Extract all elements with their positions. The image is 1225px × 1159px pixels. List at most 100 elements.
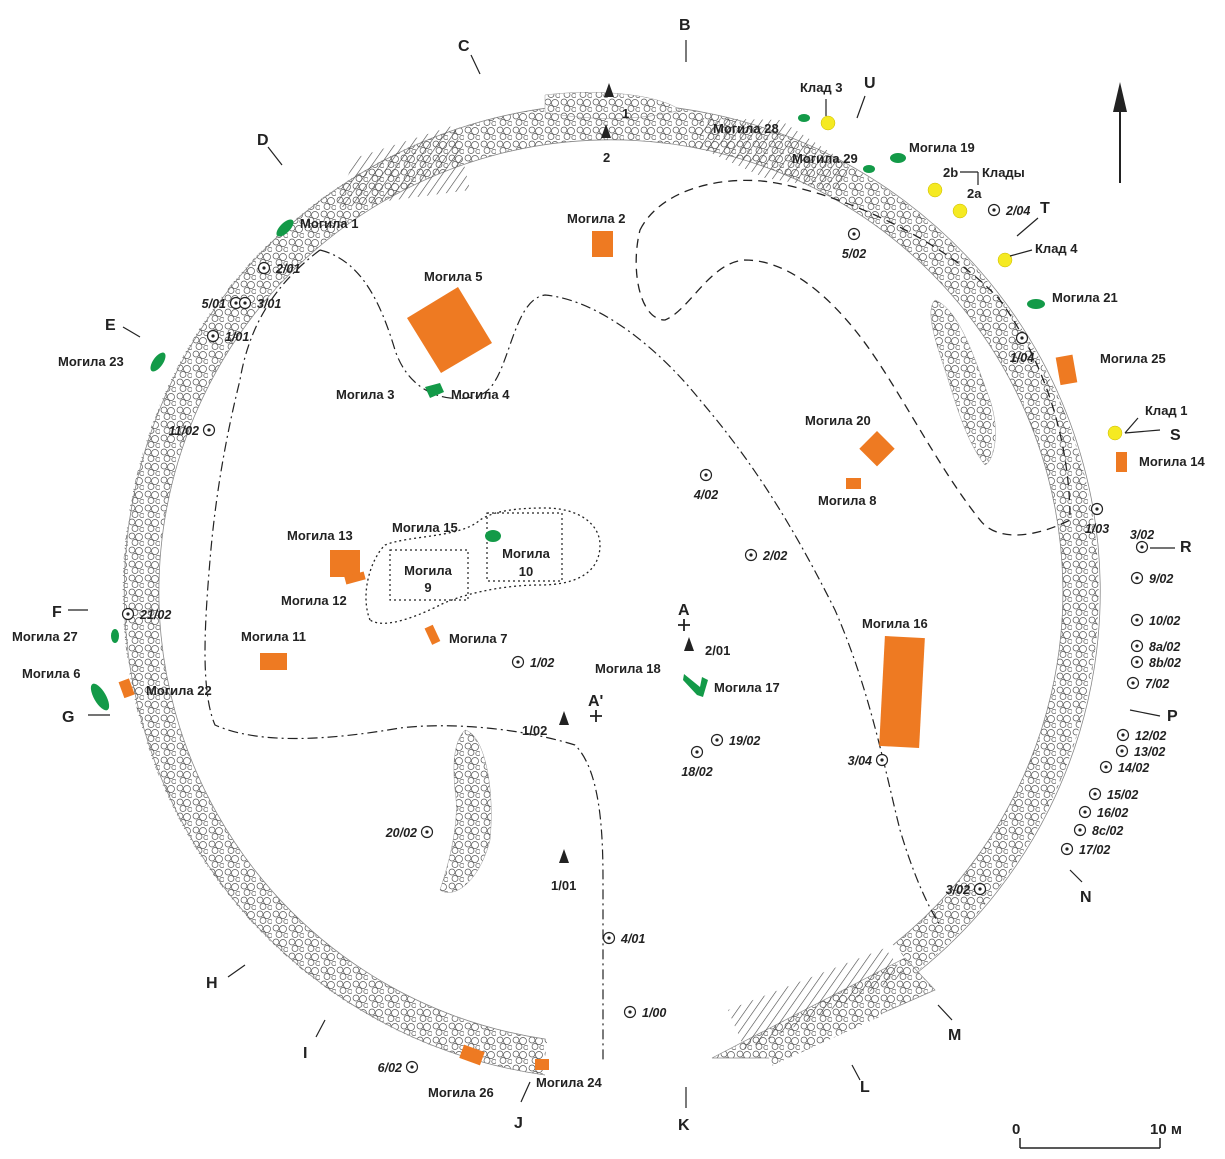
grave-label: Могила 21 <box>1052 290 1118 305</box>
test-pit-dot <box>1078 828 1082 832</box>
test-pit: 12/02 <box>1116 728 1166 743</box>
grave-26 <box>459 1044 485 1066</box>
test-pit-dot <box>211 334 215 338</box>
hoard-label: 2b <box>943 165 958 180</box>
grave-label: Могила 26 <box>428 1085 494 1100</box>
stone-scatter-north <box>544 92 681 119</box>
test-pit: 18/02 <box>681 745 713 779</box>
test-pit: 6/02 <box>378 1060 419 1075</box>
test-pit-dot <box>695 750 699 754</box>
test-pit-dot <box>1020 336 1024 340</box>
test-pit-label: 16/02 <box>1097 806 1128 820</box>
hatched-area-south-east <box>728 948 905 1050</box>
hoard-2a <box>952 203 968 219</box>
test-pit: 1/03 <box>1085 502 1109 536</box>
sector-letter: U <box>864 75 876 92</box>
test-pit-dot <box>1095 507 1099 511</box>
test-pit-dot <box>1083 810 1087 814</box>
test-pit: 5/01 <box>202 296 243 311</box>
test-pit-dot <box>992 208 996 212</box>
grave-label: Могила 11 <box>241 629 306 644</box>
grave-label: Могила 24 <box>536 1075 603 1090</box>
test-pit: 2/04 <box>987 203 1030 218</box>
test-pit-label: 19/02 <box>729 734 760 748</box>
sector-letter: R <box>1180 539 1192 556</box>
benchmark-triangle-icon <box>559 849 569 863</box>
grave-12 <box>344 571 366 585</box>
grave-label: Могила 13 <box>287 528 353 543</box>
sector-letter: I <box>303 1045 307 1062</box>
grave-label: Могила 7 <box>449 631 508 646</box>
tomb-label: 9 <box>424 580 431 595</box>
hoard-label: Клад 1 <box>1145 403 1188 418</box>
grave-21 <box>1027 299 1045 309</box>
test-pit: 19/02 <box>710 733 760 748</box>
test-pit: 8c/02 <box>1073 823 1123 838</box>
test-pit-dot <box>628 1010 632 1014</box>
test-pit-label: 2/01 <box>275 262 300 276</box>
test-pit-dot <box>715 738 719 742</box>
grave-23 <box>150 352 166 372</box>
test-pit-label: 1/02 <box>530 656 554 670</box>
hoard-2b <box>927 182 943 198</box>
grave-8 <box>846 478 861 489</box>
test-pit: 1/00 <box>623 1005 666 1020</box>
test-pit-dot <box>516 660 520 664</box>
stone-wall-inner-lower <box>767 1004 883 1066</box>
test-pit: 8a/02 <box>1130 639 1180 654</box>
test-pit-label: 4/02 <box>693 488 718 502</box>
grave-label: Могила 14 <box>1139 454 1206 469</box>
hoard-4 <box>997 252 1013 268</box>
grave-29 <box>863 165 875 173</box>
hoard-1 <box>1107 425 1123 441</box>
grave-1 <box>276 219 294 237</box>
grave-2 <box>592 231 613 257</box>
test-pit-dot <box>607 936 611 940</box>
test-pit-label: 8a/02 <box>1149 640 1180 654</box>
test-pit-label: 5/01 <box>202 297 226 311</box>
benchmark-label: 1/02 <box>522 723 547 738</box>
test-pit: 5/02 <box>842 227 866 261</box>
north-arrow-icon <box>1113 82 1127 183</box>
test-pit: 4/01 <box>602 931 645 946</box>
grave-27 <box>111 629 119 643</box>
tomb-label: 10 <box>519 564 533 579</box>
grave-label: Могила 12 <box>281 593 347 608</box>
reference-cross-icon <box>590 710 602 722</box>
grave-label: Могила 19 <box>909 140 975 155</box>
benchmark-triangle-icon <box>601 124 611 138</box>
scale-start-label: 0 <box>1012 1121 1020 1138</box>
test-pit: 13/02 <box>1115 744 1165 759</box>
test-pit-dot <box>1135 644 1139 648</box>
stone-rampart <box>122 103 1099 1075</box>
hatched-area-north-west <box>335 125 470 208</box>
sector-letter: F <box>52 604 62 621</box>
grave-label: Могила 4 <box>451 387 510 402</box>
reference-crosses: A A' <box>588 602 690 722</box>
test-pit: 2/01 <box>257 261 300 276</box>
dashdot-outline-center <box>319 249 941 926</box>
test-pit-dot <box>425 830 429 834</box>
test-pit: 1/01 <box>206 329 249 344</box>
benchmark-label: 2 <box>603 150 610 165</box>
test-pit-label: 21/02 <box>139 608 171 622</box>
grave-label: Могила 20 <box>805 413 871 428</box>
test-pit-label: 1/03 <box>1085 522 1109 536</box>
test-pit: 3/04 <box>848 753 889 768</box>
test-pit-dot <box>207 428 211 432</box>
sector-letter: M <box>948 1027 961 1044</box>
test-pit-dot <box>1135 618 1139 622</box>
test-pit-dot <box>852 232 856 236</box>
tomb-label: Могила <box>404 563 452 578</box>
benchmark-triangle-icon <box>559 711 569 725</box>
test-pit-dot <box>410 1065 414 1069</box>
reference-cross-icon <box>678 619 690 631</box>
benchmark-label: 2/01 <box>705 643 730 658</box>
hoard-label: 2a <box>967 186 982 201</box>
sector-letter: K <box>678 1117 690 1134</box>
rampart-inner-edge <box>158 139 1064 1040</box>
grave-label: Могила 15 <box>392 520 458 535</box>
grave-label: Могила 2 <box>567 211 626 226</box>
test-pit-label: 12/02 <box>1135 729 1166 743</box>
